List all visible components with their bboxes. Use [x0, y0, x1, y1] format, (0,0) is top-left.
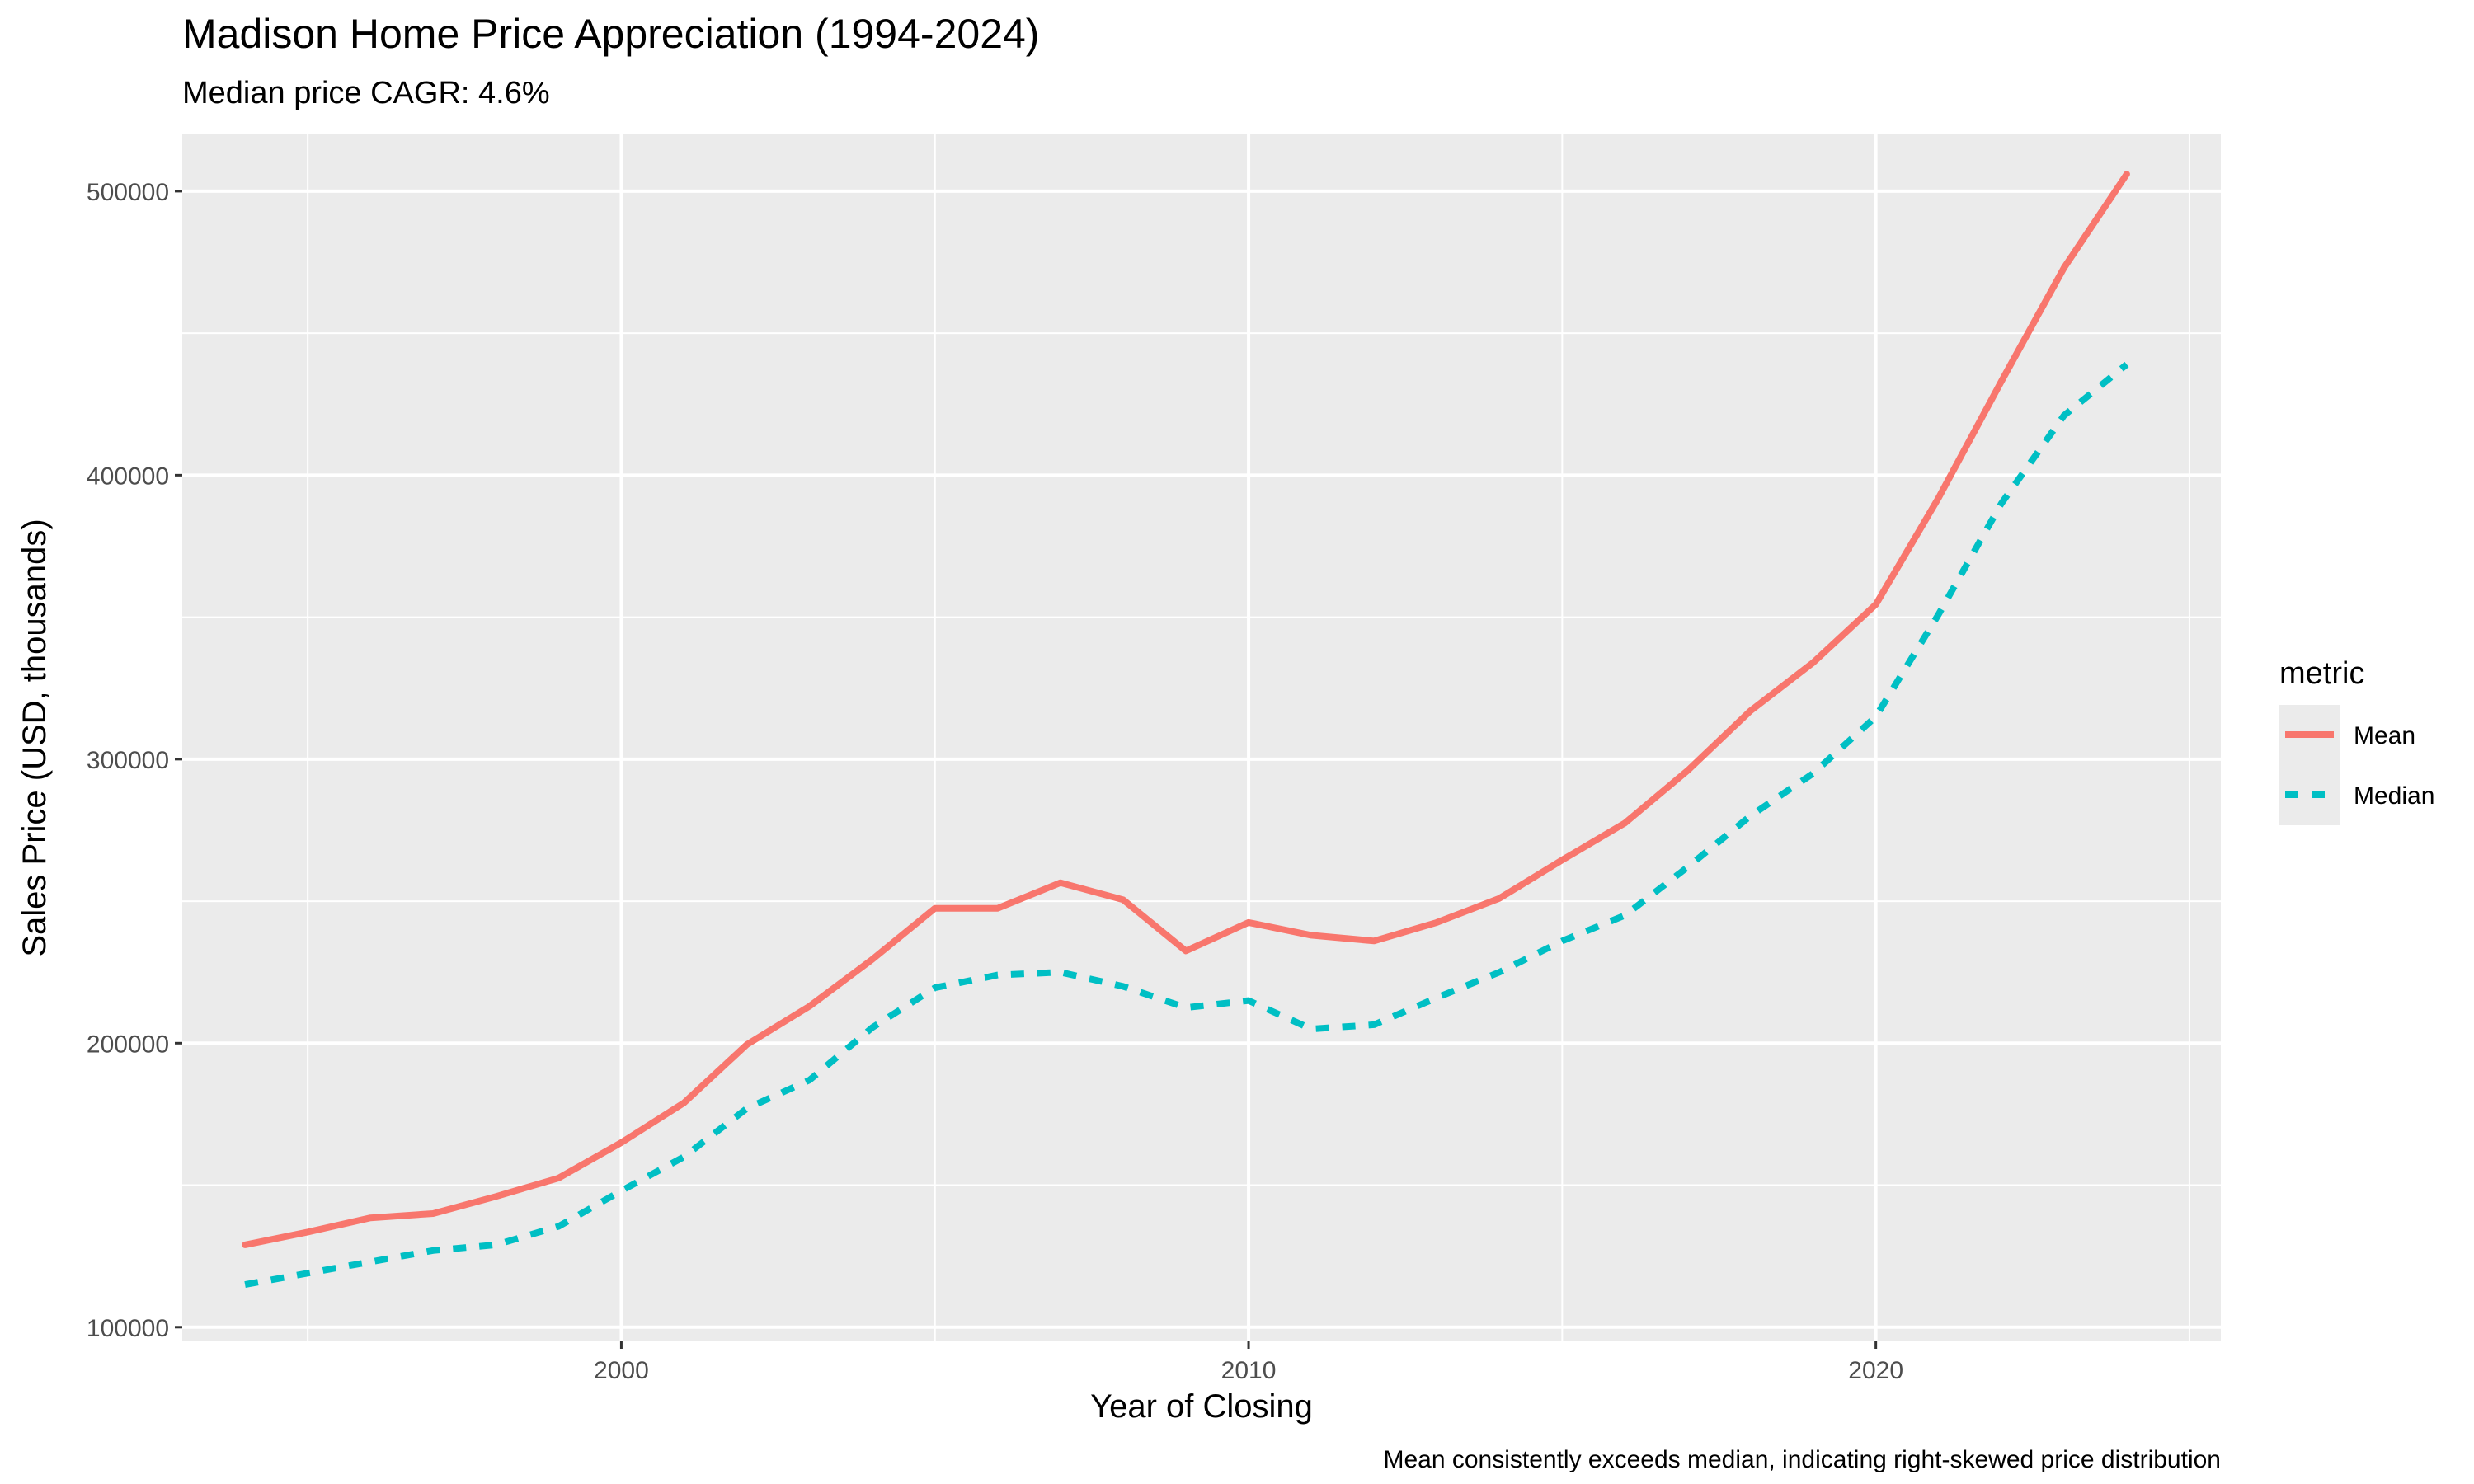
y-axis-ticks: 100000 200000 300000 400000 500000: [87, 179, 182, 1342]
y-axis-title: Sales Price (USD, thousands): [16, 519, 53, 956]
y-tick-label: 200000: [87, 1031, 169, 1058]
legend-key-median: [2279, 765, 2340, 825]
chart-caption: Mean consistently exceeds median, indica…: [1383, 1446, 2221, 1473]
legend-title: metric: [2279, 656, 2364, 691]
y-tick-label: 300000: [87, 747, 169, 774]
minor-gridlines: [182, 134, 2221, 1341]
x-axis-ticks: 2000 2010 2020: [594, 1341, 1903, 1384]
legend-label-median: Median: [2354, 782, 2434, 810]
x-tick-label: 2020: [1848, 1357, 1903, 1384]
y-tick-label: 500000: [87, 179, 169, 206]
legend: metric Mean Median: [2279, 656, 2434, 825]
major-gridlines: [182, 134, 2221, 1341]
x-tick-label: 2010: [1221, 1357, 1277, 1384]
chart-subtitle: Median price CAGR: 4.6%: [182, 76, 550, 110]
legend-key-mean: [2279, 705, 2340, 765]
y-tick-label: 400000: [87, 463, 169, 490]
x-tick-label: 2000: [594, 1357, 649, 1384]
plot-panel: [182, 134, 2221, 1341]
legend-label-mean: Mean: [2354, 722, 2415, 749]
x-axis-title: Year of Closing: [1090, 1388, 1313, 1425]
mean-series-line: [242, 171, 2130, 1248]
series-layer: [242, 171, 2130, 1289]
y-tick-label: 100000: [87, 1315, 169, 1342]
chart-title: Madison Home Price Appreciation (1994-20…: [182, 11, 1039, 57]
median-series-line: [244, 361, 2129, 1289]
